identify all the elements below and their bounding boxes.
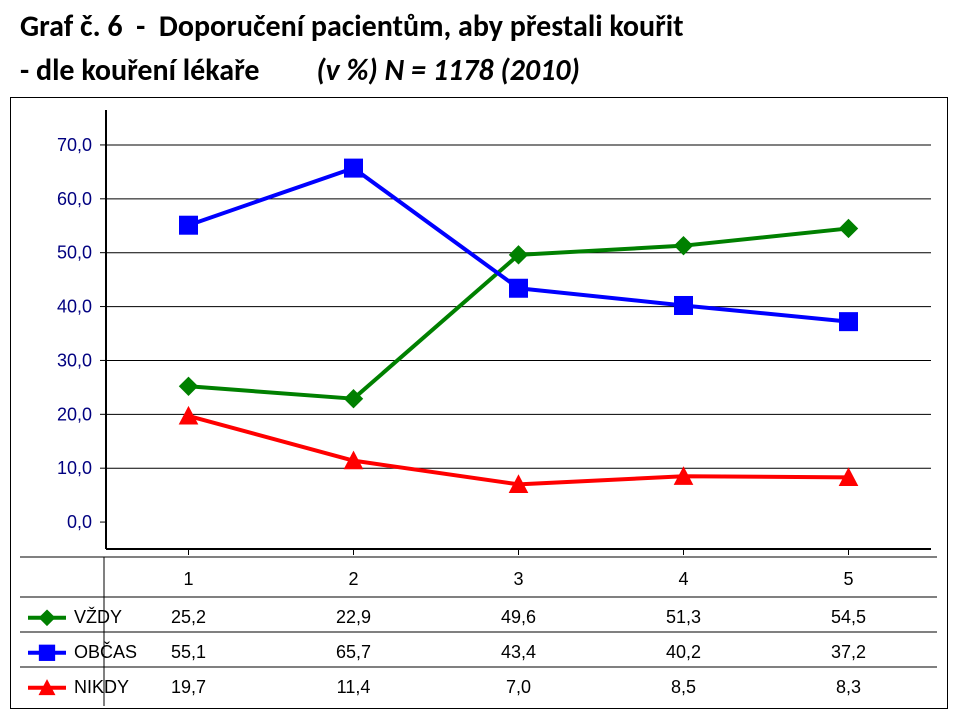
- chart-title: Graf č. 6 - Doporučení pacientům, aby př…: [0, 8, 959, 52]
- ytick-label: 50,0: [57, 243, 92, 263]
- ytick-label: 70,0: [57, 135, 92, 155]
- square-marker: [180, 216, 198, 234]
- table-cell: 11,4: [337, 677, 371, 697]
- xcat-label: 4: [678, 569, 688, 589]
- table-cell: 49,6: [501, 607, 536, 627]
- ytick-label: 30,0: [57, 350, 92, 370]
- ytick-label: 10,0: [57, 458, 92, 478]
- square-marker: [510, 279, 528, 297]
- table-cell: 19,7: [171, 677, 206, 697]
- table-cell: 65,7: [336, 642, 371, 662]
- ytick-label: 20,0: [57, 404, 92, 424]
- triangle-marker: [180, 407, 198, 424]
- diamond-marker: [840, 219, 858, 237]
- chart-subtitle: - dle kouření lékaře (v %) N = 1178 (201…: [0, 52, 959, 98]
- table-cell: 8,5: [671, 677, 696, 697]
- ytick-label: 60,0: [57, 189, 92, 209]
- xcat-label: 5: [843, 569, 853, 589]
- table-cell: 22,9: [336, 607, 371, 627]
- chart-subtitle-left: - dle kouření lékaře: [20, 52, 260, 89]
- square-marker: [675, 296, 693, 314]
- square-marker: [39, 645, 54, 660]
- series-line: [189, 168, 849, 322]
- diamond-marker: [39, 610, 54, 625]
- table-cell: 54,5: [831, 607, 866, 627]
- ytick-label: 0,0: [67, 512, 92, 532]
- table-cell: 25,2: [171, 607, 206, 627]
- table-cell: 51,3: [666, 607, 701, 627]
- chart-subtitle-right: (v %) N = 1178 (2010): [266, 52, 580, 89]
- legend-label: OBČAS: [74, 641, 137, 662]
- diamond-marker: [180, 377, 198, 395]
- legend-label: VŽDY: [74, 607, 122, 627]
- square-marker: [345, 159, 363, 177]
- diamond-marker: [675, 237, 693, 255]
- ytick-label: 40,0: [57, 297, 92, 317]
- table-cell: 37,2: [831, 642, 866, 662]
- series-line: [189, 416, 849, 484]
- table-cell: 8,3: [836, 677, 861, 697]
- table-cell: 55,1: [171, 642, 206, 662]
- xcat-label: 3: [513, 569, 523, 589]
- page: Graf č. 6 - Doporučení pacientům, aby př…: [0, 0, 959, 721]
- xcat-label: 1: [183, 569, 193, 589]
- chart-container: 0,0 10,0 20,0 30,0 40,0 50,0 60,0 70,0 1 2 3 4 5 VŽDY…: [10, 97, 948, 709]
- table-cell: 7,0: [506, 677, 531, 697]
- line-chart: 0,0 10,0 20,0 30,0 40,0 50,0 60,0 70,0 1 2 3 4 5 VŽDY…: [11, 98, 947, 708]
- table-cell: 43,4: [501, 642, 536, 662]
- table-cell: 40,2: [666, 642, 701, 662]
- legend-label: NIKDY: [74, 677, 129, 697]
- xcat-label: 2: [348, 569, 358, 589]
- square-marker: [840, 313, 858, 331]
